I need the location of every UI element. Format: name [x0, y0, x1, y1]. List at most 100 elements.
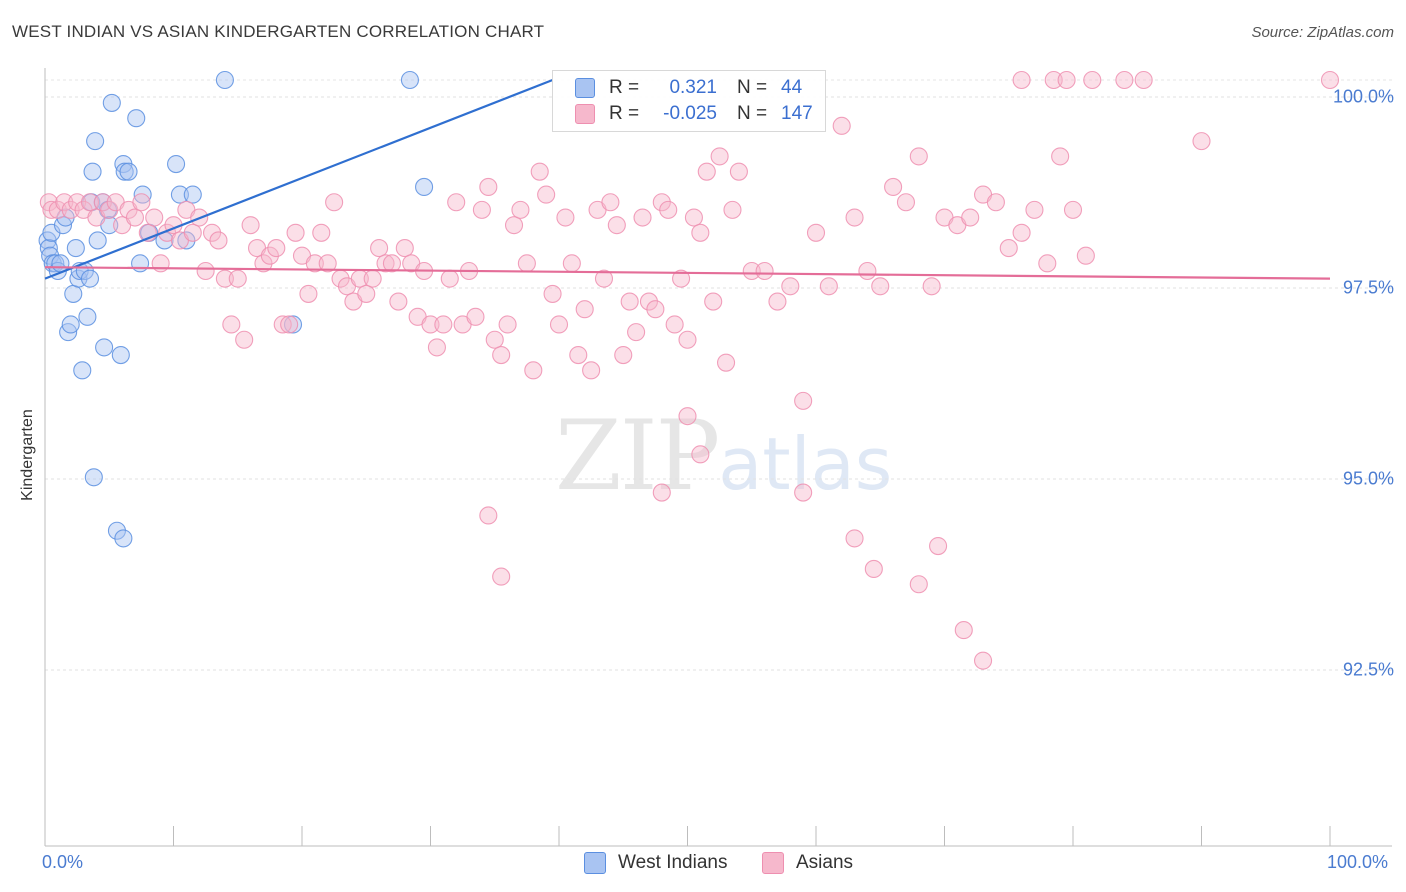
point-asians — [633, 208, 652, 227]
point-asians — [228, 269, 247, 288]
point-asians — [1076, 246, 1095, 265]
legend-n-value: 147 — [781, 103, 813, 124]
point-west-indians — [39, 239, 58, 258]
point-asians — [370, 239, 389, 258]
legend-label-asians: Asians — [796, 852, 854, 873]
point-asians — [556, 208, 575, 227]
point-asians — [325, 193, 344, 212]
watermark-zip: ZIP — [555, 400, 720, 512]
point-asians — [678, 407, 697, 426]
point-asians — [794, 391, 813, 410]
point-asians — [620, 292, 639, 311]
point-asians — [100, 200, 119, 219]
point-asians — [485, 330, 504, 349]
watermark: ZIPatlas — [555, 400, 892, 512]
point-west-indians — [170, 185, 189, 204]
point-asians — [440, 269, 459, 288]
point-asians — [806, 223, 826, 242]
y-tick-label: 97.5% — [1342, 277, 1394, 298]
point-asians — [447, 193, 466, 212]
point-asians — [183, 223, 202, 242]
point-asians — [498, 315, 517, 334]
point-asians — [260, 246, 279, 265]
point-asians — [742, 261, 761, 281]
point-asians — [1051, 147, 1070, 166]
point-asians — [524, 361, 543, 380]
point-asians — [710, 147, 729, 166]
point-asians — [1134, 70, 1153, 90]
point-asians — [864, 559, 883, 579]
point-asians — [466, 307, 485, 326]
series-legend: West Indians Asians — [0, 852, 1406, 878]
point-asians — [1057, 70, 1076, 90]
axes — [44, 68, 1392, 847]
point-asians — [909, 147, 928, 166]
point-west-indians — [115, 162, 134, 181]
point-asians — [280, 315, 299, 334]
point-asians — [382, 254, 402, 273]
legend-swatch-asians — [762, 852, 784, 874]
x-tick-label-min: 0.0% — [42, 852, 84, 872]
point-asians — [639, 292, 659, 311]
point-west-indians — [177, 231, 196, 250]
point-asians — [665, 315, 684, 334]
point-asians — [376, 254, 395, 273]
point-asians — [421, 315, 440, 334]
point-west-indians — [64, 284, 83, 303]
point-asians — [961, 208, 980, 227]
point-asians — [61, 200, 80, 219]
point-asians — [684, 208, 703, 227]
point-west-indians — [111, 345, 130, 365]
point-asians — [652, 483, 671, 502]
grid-lines — [45, 79, 1392, 671]
point-asians — [845, 529, 864, 548]
point-asians — [1192, 132, 1211, 151]
point-asians — [472, 200, 491, 219]
point-asians — [909, 575, 928, 594]
point-asians — [729, 162, 748, 181]
legend-swatch-asians — [575, 104, 595, 124]
trend-line-asians — [44, 266, 1331, 280]
legend-row-asians: R = -0.025 N = 147 — [575, 102, 813, 126]
point-asians — [299, 284, 318, 303]
point-west-indians — [167, 154, 186, 174]
point-asians — [678, 330, 697, 349]
point-asians — [363, 269, 382, 288]
point-asians — [614, 345, 633, 365]
point-asians — [1063, 200, 1083, 219]
point-asians — [884, 177, 903, 197]
point-asians — [922, 277, 941, 296]
point-west-indians — [88, 231, 107, 250]
point-asians — [479, 177, 498, 197]
point-asians — [543, 284, 562, 303]
point-west-indians — [283, 315, 303, 334]
point-west-indians — [133, 185, 152, 204]
point-asians — [1083, 70, 1102, 90]
point-west-indians — [83, 162, 102, 181]
point-asians — [1044, 70, 1063, 90]
point-asians — [235, 330, 254, 349]
point-asians — [132, 193, 151, 212]
point-asians — [768, 292, 787, 311]
point-asians — [845, 208, 864, 227]
point-asians — [511, 200, 530, 219]
point-asians — [537, 185, 556, 204]
point-asians — [986, 193, 1005, 212]
point-west-indians — [400, 70, 419, 90]
point-west-indians — [73, 361, 92, 380]
point-asians — [125, 208, 144, 227]
point-asians — [312, 223, 331, 242]
point-asians — [1025, 200, 1044, 219]
point-asians — [209, 231, 228, 250]
point-west-indians — [80, 269, 100, 288]
y-tick-label: 100.0% — [1332, 86, 1394, 107]
legend-r-label: R = — [609, 77, 640, 98]
point-asians — [145, 208, 164, 227]
point-west-indians — [78, 307, 97, 326]
point-west-indians — [127, 109, 146, 128]
point-asians — [832, 116, 851, 135]
legend-label-west-indians: West Indians — [618, 852, 728, 873]
point-asians — [254, 254, 273, 273]
point-asians — [427, 338, 446, 357]
point-asians — [241, 216, 260, 235]
